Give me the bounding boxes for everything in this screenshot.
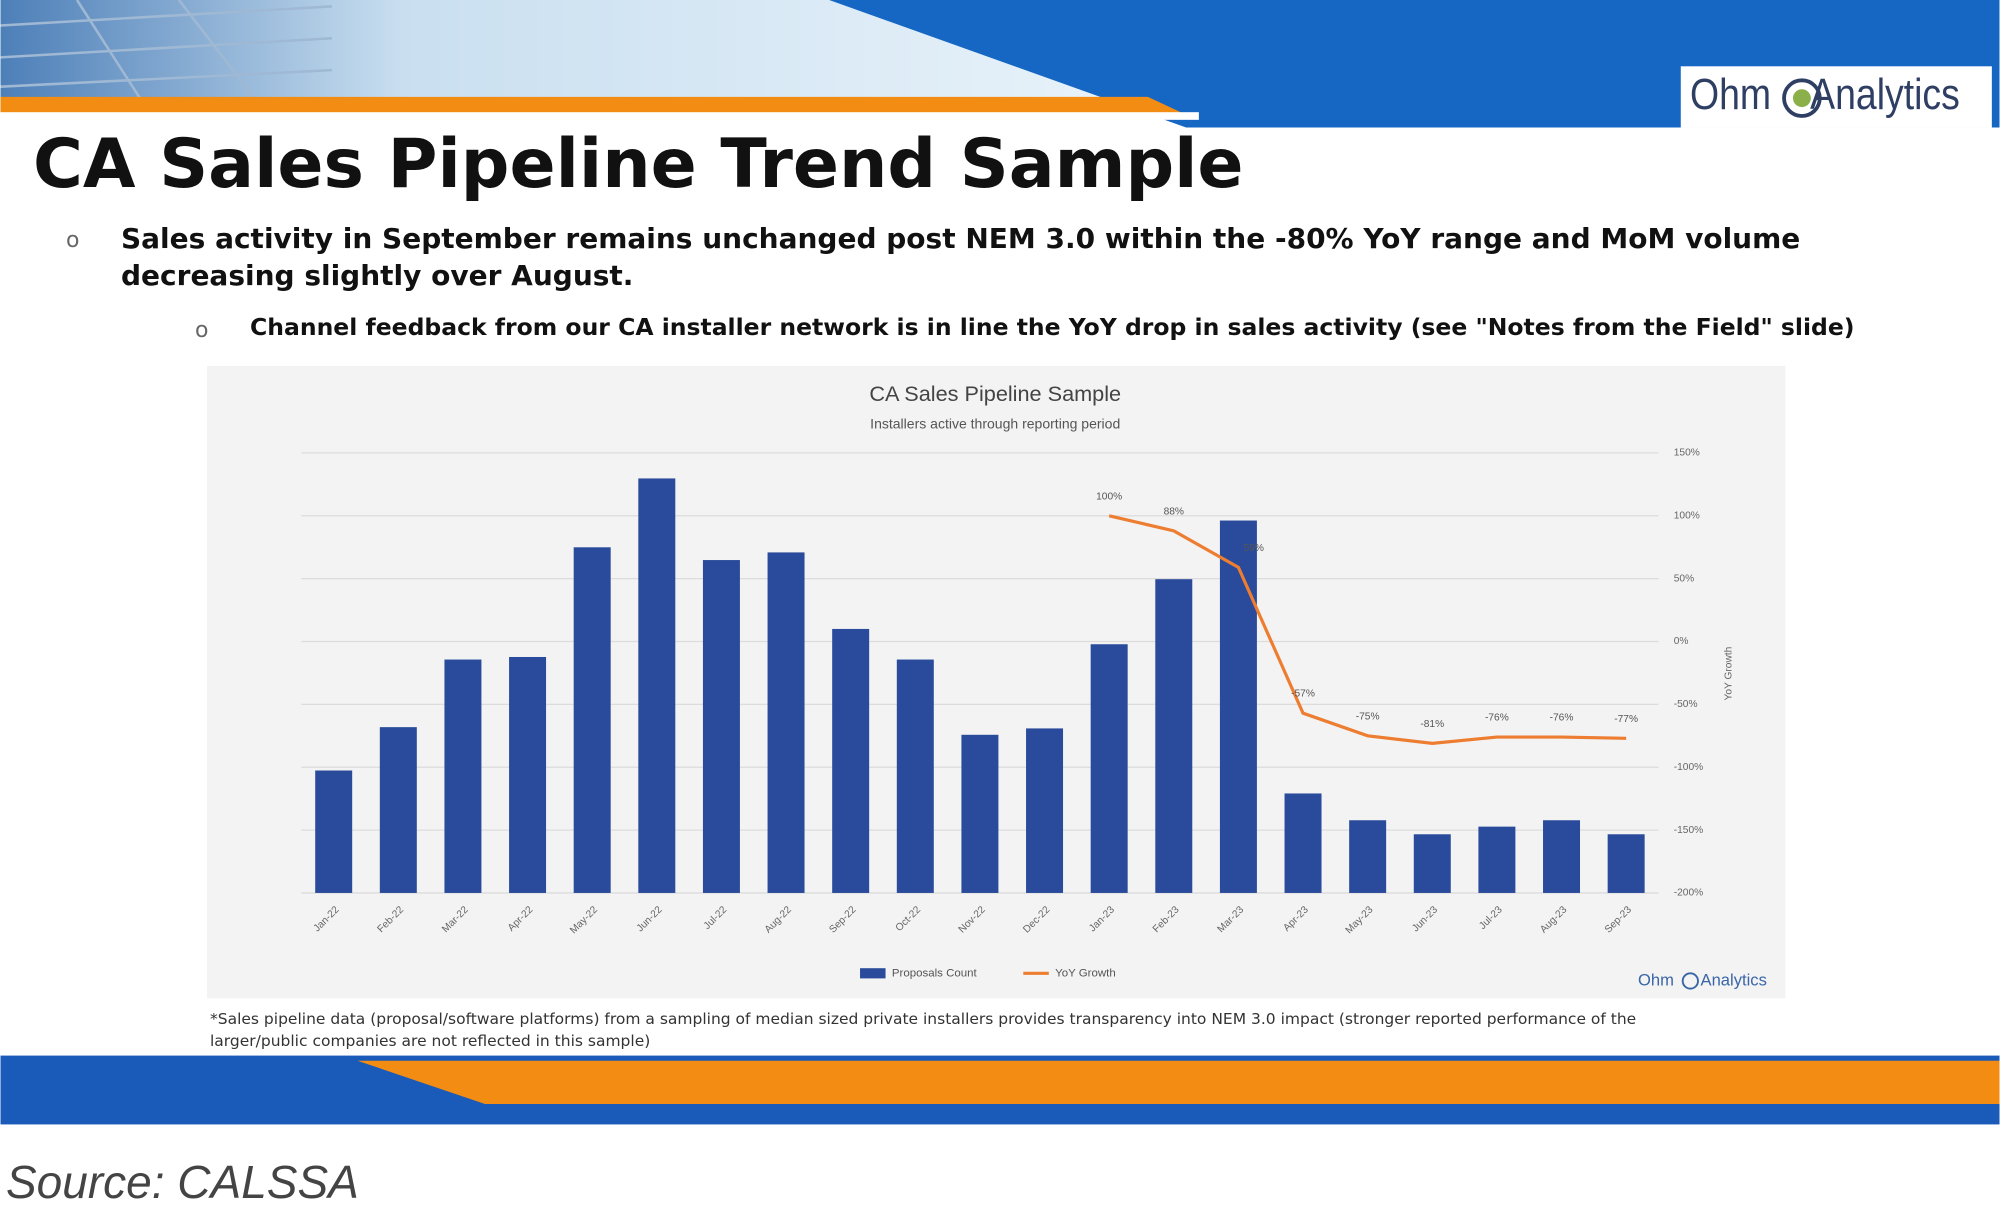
banner-gap [0, 112, 1199, 120]
bar [573, 547, 611, 893]
data-label: 59% [1244, 543, 1264, 554]
logo-box [1680, 66, 1992, 128]
footer-orange [357, 1060, 2000, 1105]
x-tick-label: Feb-22 [376, 904, 407, 935]
bar [961, 734, 999, 893]
bar [702, 560, 740, 893]
y2-tick-label: 150% [1674, 448, 1700, 459]
x-tick-label: Oct-22 [894, 904, 924, 934]
x-tick-label: Jan-23 [1087, 904, 1117, 934]
data-label: -77% [1614, 714, 1638, 725]
logo: Ohm Analytics [1690, 70, 1960, 120]
watermark: Ohm [1638, 970, 1674, 989]
data-label: -76% [1485, 713, 1509, 724]
bar [1543, 820, 1581, 893]
x-tick-label: Dec-22 [1021, 904, 1052, 935]
logo-leaf [1792, 89, 1811, 108]
bar [767, 552, 805, 893]
watermark-icon [1681, 972, 1699, 990]
bullet-dot: o [66, 228, 80, 253]
legend-label: YoY Growth [1055, 967, 1116, 979]
x-tick-label: May-23 [1344, 904, 1376, 936]
bar [444, 659, 482, 893]
data-label: -57% [1291, 689, 1315, 700]
x-tick-label: Sep-23 [1603, 904, 1634, 935]
legend-label: Proposals Count [892, 967, 978, 979]
bar [896, 659, 934, 893]
y2-tick-label: 100% [1674, 510, 1700, 521]
bar [315, 770, 353, 893]
chart: CA Sales Pipeline Sample Installers activ… [301, 381, 1767, 990]
x-tick-label: Feb-23 [1151, 904, 1182, 935]
x-tick-label: Jun-23 [1410, 904, 1440, 934]
bar [1090, 644, 1128, 893]
data-label: -76% [1550, 713, 1574, 724]
x-tick-label: May-22 [568, 904, 600, 936]
bar [1155, 579, 1193, 893]
watermark: Analytics [1701, 970, 1767, 989]
y2-axis-label: YoY Growth [1723, 647, 1734, 701]
logo-text: Analytics [1810, 70, 1960, 119]
bar [1349, 820, 1387, 893]
slide-title: CA Sales Pipeline Trend Sample [33, 125, 1244, 204]
y2-tick-label: -200% [1674, 888, 1703, 899]
x-tick-label: Apr-22 [506, 904, 536, 934]
logo-icon [1782, 78, 1822, 118]
x-tick-label: Mar-22 [440, 904, 471, 935]
x-tick-label: Jan-22 [312, 904, 342, 934]
sub-bullet: Channel feedback from our CA installer n… [250, 313, 1855, 341]
bar [379, 727, 417, 893]
x-tick-label: Aug-22 [763, 904, 794, 935]
x-tick-label: Apr-23 [1281, 904, 1311, 934]
bar [638, 478, 676, 893]
data-label: 88% [1164, 506, 1184, 517]
x-tick-label: Sep-22 [828, 904, 859, 935]
bar [1026, 728, 1064, 893]
chart-title: CA Sales Pipeline Sample [869, 381, 1121, 406]
x-tick-label: Aug-23 [1538, 904, 1569, 935]
bar [1284, 793, 1322, 893]
bar [1478, 826, 1516, 893]
bar [509, 656, 547, 893]
x-tick-label: Jul-23 [1477, 904, 1505, 932]
data-label: -81% [1420, 719, 1444, 730]
x-tick-label: Nov-22 [957, 904, 988, 935]
x-tick-label: Jun-22 [635, 904, 665, 934]
footnote: *Sales pipeline data (proposal/software … [210, 1010, 1637, 1050]
chart-subtitle: Installers active through reporting peri… [870, 416, 1120, 432]
data-label: -75% [1356, 711, 1380, 722]
logo-text: Ohm [1690, 70, 1772, 119]
banner-orange [0, 96, 1187, 115]
bar [1607, 834, 1645, 893]
y2-tick-label: 0% [1674, 636, 1689, 647]
bar [1413, 834, 1451, 893]
bullet-dot: o [195, 318, 209, 343]
y2-tick-label: -150% [1674, 825, 1703, 836]
y2-tick-label: -50% [1674, 699, 1698, 710]
y2-tick-label: -100% [1674, 762, 1703, 773]
x-tick-label: Jul-22 [702, 904, 730, 932]
bullet: Sales activity in September remains unch… [121, 222, 1801, 292]
source: Source: CALSSA [6, 1156, 359, 1208]
legend-swatch [860, 968, 886, 979]
bar [832, 628, 870, 893]
panel-lines [0, 0, 333, 101]
data-label: 100% [1096, 491, 1122, 502]
y2-tick-label: 50% [1674, 573, 1694, 584]
x-tick-label: Mar-23 [1216, 904, 1247, 935]
bar [1219, 520, 1257, 893]
line [1108, 514, 1627, 745]
